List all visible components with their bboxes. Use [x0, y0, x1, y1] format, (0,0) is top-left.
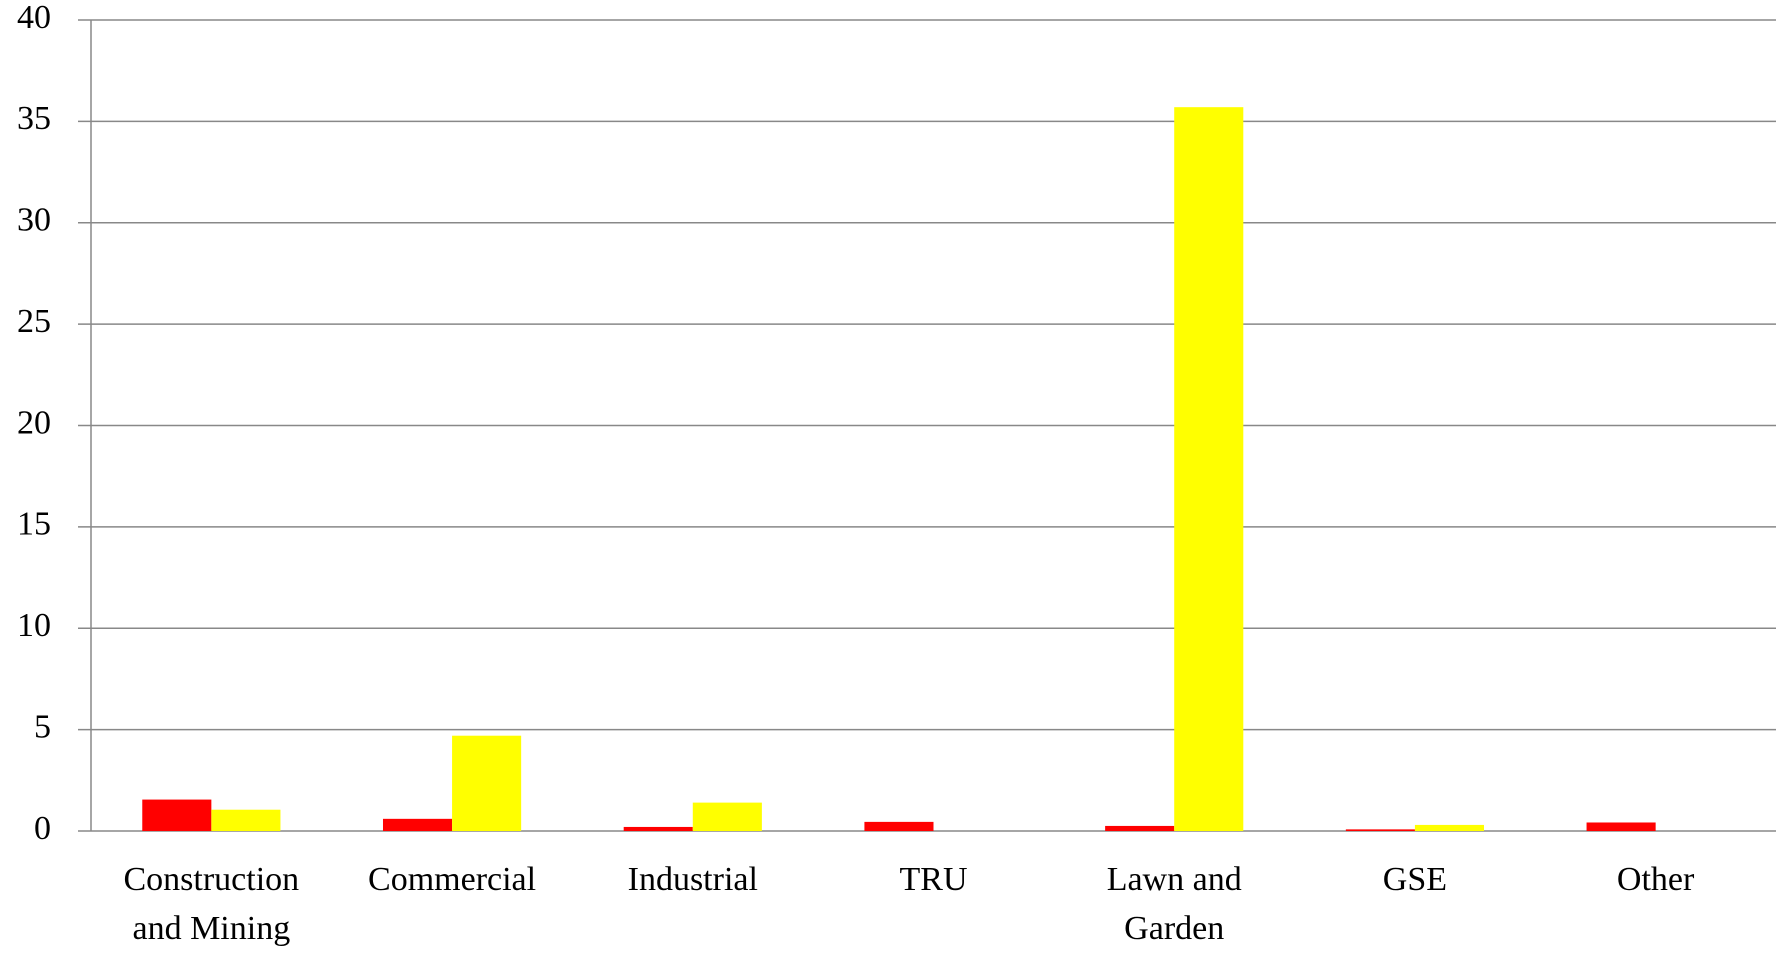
bar — [1414, 824, 1485, 831]
x-tick-label: Lawn and Garden — [1106, 861, 1242, 947]
y-tick-label: 0 — [34, 810, 51, 847]
bar — [1586, 822, 1656, 831]
bar — [142, 799, 212, 831]
x-tick-label: Other — [1616, 861, 1695, 898]
x-tick-label: GSE — [1382, 861, 1448, 898]
bar — [1345, 829, 1415, 831]
x-tick-label: Industrial — [627, 861, 758, 898]
bar — [211, 809, 281, 831]
y-tick-label: 15 — [17, 506, 51, 543]
x-tick-label: TRU — [899, 861, 968, 898]
bar — [1174, 107, 1244, 832]
bar — [864, 821, 934, 831]
y-tick-label: 20 — [17, 404, 51, 441]
y-tick-label: 30 — [17, 202, 51, 239]
bar — [382, 818, 453, 831]
x-tick-label: Construction and Mining — [123, 861, 300, 947]
y-tick-label: 5 — [34, 708, 51, 745]
bar — [623, 826, 693, 831]
x-tick-label: Commercial — [368, 861, 537, 898]
bar — [1105, 825, 1175, 831]
y-tick-label: 25 — [17, 303, 51, 340]
bar — [452, 735, 522, 831]
y-tick-label: 40 — [17, 0, 51, 36]
y-tick-label: 10 — [17, 607, 51, 644]
bar — [692, 802, 762, 831]
y-tick-label: 35 — [17, 100, 51, 137]
